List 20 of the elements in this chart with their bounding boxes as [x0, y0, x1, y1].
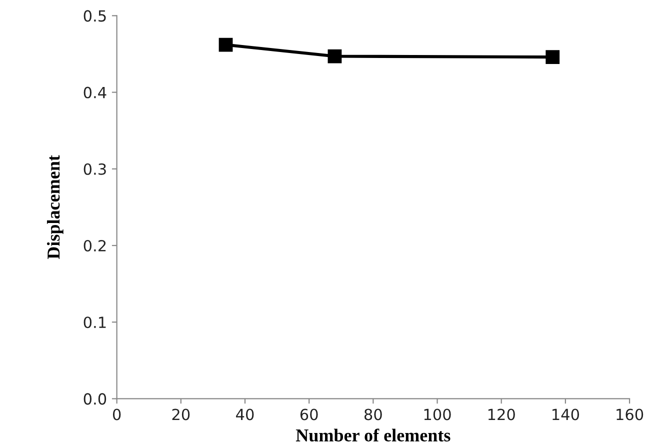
x-tick-label: 40	[236, 408, 254, 420]
x-tick-label: 20	[172, 408, 190, 420]
x-axis-title: Number of elements	[296, 428, 450, 442]
x-tick-label: 120	[488, 408, 515, 420]
y-tick-label: 0.2	[84, 240, 106, 252]
y-tick-label: 0.0	[84, 393, 106, 405]
point	[328, 49, 342, 64]
y-tick-label: 0.5	[84, 10, 106, 22]
x-tick-label: 160	[616, 408, 644, 420]
x-tick-label: 80	[364, 408, 382, 420]
x-tick-label: 60	[300, 408, 318, 420]
y-tick-label: 0.4	[84, 86, 106, 98]
x-tick-label: 0	[112, 408, 121, 420]
point	[546, 50, 560, 64]
y-tick-label: 0.1	[84, 316, 106, 328]
x-tick-label: 100	[424, 408, 451, 420]
y-tick-label: 0.3	[84, 163, 106, 175]
point	[218, 38, 233, 52]
y-axis-title: Displacement	[46, 155, 64, 260]
x-tick-label: 140	[552, 408, 580, 420]
